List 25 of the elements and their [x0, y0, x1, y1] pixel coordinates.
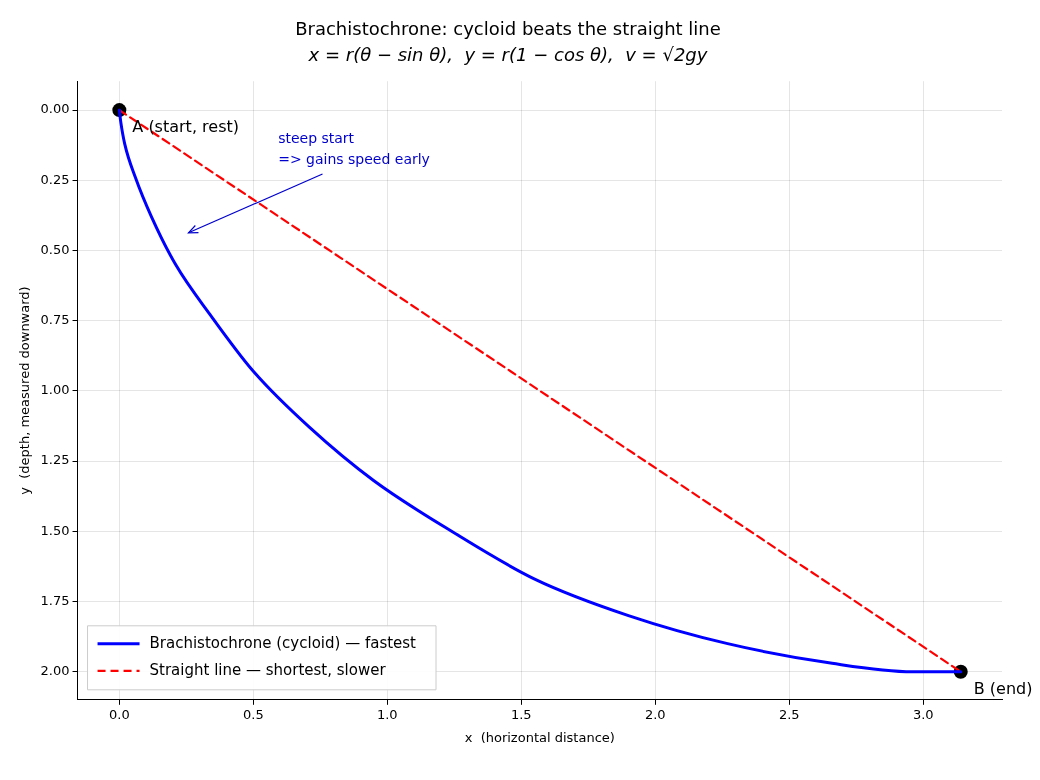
chart-title: Brachistochrone: cycloid beats the straight line — [295, 18, 721, 40]
y-tick-label: 1.00 — [40, 382, 70, 398]
x-tick-label: 1.5 — [510, 706, 532, 722]
y-tick-label: 1.25 — [40, 452, 70, 468]
y-tick-label: 0.00 — [40, 101, 70, 117]
x-tick-label: 1.0 — [376, 706, 398, 722]
x-tick-label: 3.0 — [912, 706, 934, 722]
x-tick-label: 2.0 — [644, 706, 666, 722]
y-tick-label: 2.00 — [40, 663, 70, 679]
annotation: B (end) — [973, 678, 1033, 698]
y-tick-label: 0.25 — [40, 171, 70, 187]
legend-label: Straight line — shortest, slower — [149, 660, 387, 679]
chart-subtitle: x = r(θ − sin θ), y = r(1 − cos θ), v = √2gy — [307, 44, 708, 66]
x-tick-label: 2.5 — [778, 706, 800, 722]
y-tick-label: 1.50 — [40, 522, 70, 538]
x-tick-label: 0.5 — [242, 706, 264, 722]
y-tick-label: 0.50 — [40, 241, 70, 257]
legend-label: Brachistochrone (cycloid) — fastest — [149, 633, 417, 652]
x-tick-label: 0.0 — [109, 706, 130, 722]
y-tick-label: 0.75 — [40, 312, 70, 328]
annotation: A (start, rest) — [132, 117, 239, 137]
x-axis-title: x (horizontal distance) — [464, 729, 615, 745]
annotation: steep start => gains speed early — [278, 130, 430, 168]
y-tick-label: 1.75 — [40, 592, 70, 608]
y-axis-title: y (depth, measured downward) — [17, 286, 33, 495]
